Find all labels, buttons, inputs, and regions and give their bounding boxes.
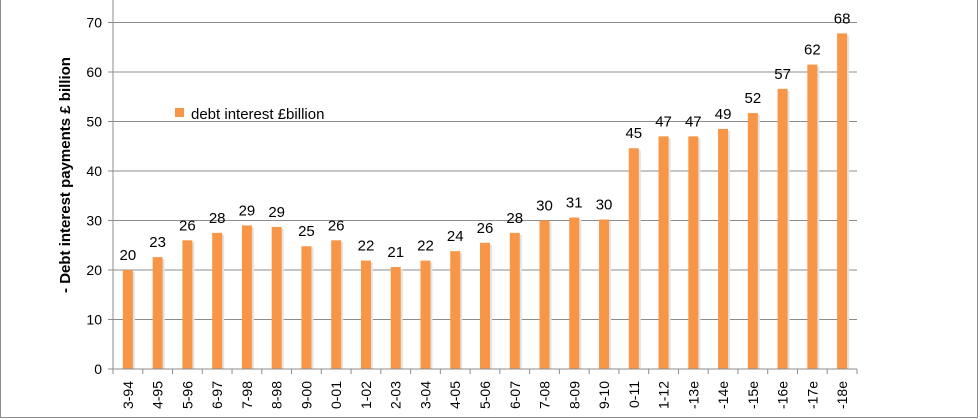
bar bbox=[271, 226, 282, 369]
x-category-label: 3-94 bbox=[120, 381, 136, 409]
bar bbox=[777, 88, 788, 369]
x-category-label: 4-95 bbox=[150, 381, 166, 409]
x-category-label: -13e bbox=[685, 381, 701, 409]
data-label: 45 bbox=[625, 125, 642, 142]
data-label: 29 bbox=[268, 204, 285, 221]
x-category-label: 9-10 bbox=[596, 381, 612, 409]
y-tick-label: 70 bbox=[86, 15, 102, 31]
bar bbox=[420, 260, 431, 369]
legend-label: debt interest £billion bbox=[191, 106, 324, 123]
bar bbox=[718, 128, 729, 369]
bar bbox=[390, 267, 401, 369]
bar bbox=[360, 260, 371, 369]
bar bbox=[837, 33, 848, 369]
data-label: 68 bbox=[834, 10, 851, 27]
legend-swatch bbox=[175, 108, 184, 117]
data-label: 25 bbox=[298, 223, 315, 240]
bar bbox=[450, 251, 461, 369]
x-category-label: 0-01 bbox=[328, 381, 344, 409]
data-label: 20 bbox=[120, 247, 137, 264]
data-label: 62 bbox=[804, 42, 821, 59]
x-category-label: 1-12 bbox=[656, 381, 672, 409]
bar bbox=[152, 257, 163, 369]
bar bbox=[807, 64, 818, 369]
x-category-label: 8-98 bbox=[269, 381, 285, 409]
x-category-label: 5-06 bbox=[477, 381, 493, 409]
y-tick-label: 50 bbox=[86, 114, 102, 130]
data-label: 31 bbox=[566, 195, 583, 212]
x-category-label: 7-98 bbox=[239, 381, 255, 409]
x-category-label: -15e bbox=[745, 381, 761, 409]
data-label: 30 bbox=[596, 197, 613, 214]
data-label: 57 bbox=[774, 66, 791, 83]
y-tick-label: 0 bbox=[94, 361, 102, 377]
data-label: 22 bbox=[358, 238, 375, 255]
y-tick-label: 40 bbox=[86, 163, 102, 179]
data-label: 26 bbox=[477, 220, 494, 237]
bar bbox=[241, 225, 252, 369]
data-labels: 20 23 26 28 29 29 25 26 22 21 22 24 26 28 30 31 30 45 47 47… bbox=[120, 10, 851, 264]
bar bbox=[212, 232, 223, 369]
data-label: 49 bbox=[715, 106, 732, 123]
data-label: 52 bbox=[744, 90, 761, 107]
bar bbox=[480, 242, 490, 369]
bar bbox=[509, 232, 520, 369]
x-axis-category-labels: 3-94 4-95 5-96 6-97 7-98 8-98 9-00 0-01 1-02 2-03… bbox=[120, 381, 850, 409]
x-category-label: -17e bbox=[804, 381, 820, 409]
data-label: 28 bbox=[209, 210, 226, 227]
x-category-label: 2-03 bbox=[388, 381, 404, 409]
y-axis-tick-labels: 0 10 20 30 40 50 60 70 bbox=[86, 15, 102, 378]
x-category-label: -18e bbox=[834, 381, 850, 409]
x-category-label: 6-97 bbox=[209, 381, 225, 409]
bar bbox=[658, 136, 669, 369]
y-axis-title: - Debt interest payments £ billion bbox=[57, 57, 74, 293]
bar bbox=[122, 270, 133, 369]
x-category-label: 9-00 bbox=[298, 381, 314, 409]
bar bbox=[628, 148, 639, 369]
data-label: 29 bbox=[239, 202, 256, 219]
data-label: 24 bbox=[447, 228, 464, 245]
bar bbox=[569, 217, 580, 369]
x-category-label: 8-09 bbox=[566, 381, 582, 409]
data-label: 26 bbox=[328, 217, 345, 234]
bar bbox=[599, 219, 610, 369]
x-category-label: -14e bbox=[715, 381, 731, 409]
data-label: 21 bbox=[387, 244, 404, 261]
bar bbox=[301, 246, 312, 369]
data-label: 28 bbox=[506, 210, 523, 227]
data-label: 30 bbox=[536, 198, 553, 215]
bar bbox=[747, 113, 758, 370]
data-label: 26 bbox=[179, 217, 196, 234]
x-category-label: 5-96 bbox=[179, 381, 195, 409]
bar bbox=[331, 240, 342, 369]
x-category-label: 4-05 bbox=[447, 381, 463, 409]
x-category-label: 6-07 bbox=[507, 381, 523, 409]
data-label: 23 bbox=[149, 234, 166, 251]
x-category-label: 7-08 bbox=[537, 381, 553, 409]
x-category-label: 0-11 bbox=[626, 381, 642, 408]
x-category-label: -16e bbox=[775, 381, 791, 409]
data-label: 22 bbox=[417, 238, 434, 255]
legend: debt interest £billion bbox=[175, 106, 324, 123]
data-label: 47 bbox=[685, 113, 702, 130]
data-label: 47 bbox=[655, 113, 672, 130]
bar bbox=[182, 240, 193, 369]
y-tick-label: 60 bbox=[86, 64, 102, 80]
y-tick-label: 10 bbox=[86, 312, 102, 328]
x-category-label: 1-02 bbox=[358, 381, 374, 409]
bar bbox=[539, 220, 550, 369]
y-tick-label: 30 bbox=[86, 213, 102, 229]
y-tick-label: 20 bbox=[86, 262, 102, 278]
bars bbox=[122, 33, 850, 370]
x-category-label: 3-04 bbox=[417, 381, 433, 409]
bar bbox=[688, 136, 699, 369]
